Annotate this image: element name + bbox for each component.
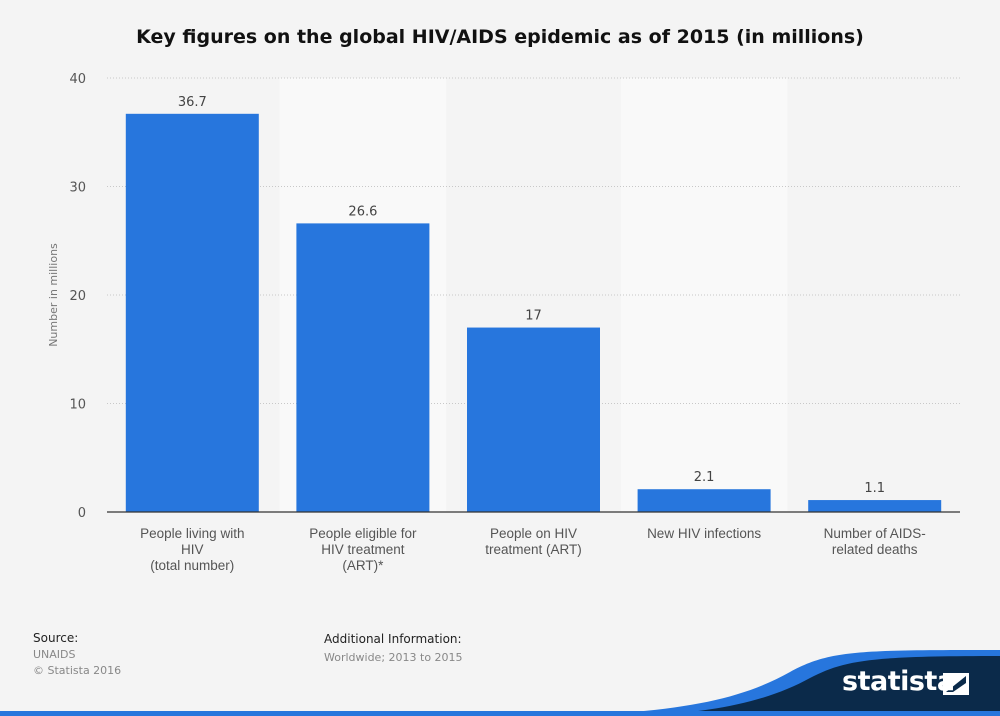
bar-value-label: 26.6: [348, 204, 377, 219]
x-category-label: (total number): [150, 558, 234, 573]
bar: [467, 327, 600, 512]
bar: [125, 113, 259, 513]
x-category-label: New HIV infections: [647, 526, 761, 541]
additional-info-text: Worldwide; 2013 to 2015: [324, 651, 463, 664]
x-category-label: treatment (ART): [485, 542, 582, 557]
y-tick-label: 20: [69, 289, 86, 304]
additional-info-label: Additional Information:: [324, 632, 462, 646]
bar: [808, 500, 942, 512]
bar: [637, 489, 771, 512]
y-tick-label: 10: [69, 398, 86, 413]
x-category-label: related deaths: [832, 542, 918, 557]
bar-value-label: 1.1: [864, 481, 885, 496]
x-category-label: (ART)*: [342, 558, 384, 573]
source-line-1: UNAIDS: [33, 648, 76, 661]
logo-wave-dark: [640, 656, 1000, 716]
x-category-label: HIV treatment: [321, 542, 405, 557]
statista-logo-text: statista: [842, 666, 955, 697]
statista-logo-icon-diagonal: [946, 676, 966, 692]
x-category-label: HIV: [181, 542, 204, 557]
y-tick-label: 0: [78, 506, 86, 521]
y-tick-label: 30: [69, 181, 86, 196]
x-category-label: People living with: [140, 526, 244, 541]
y-axis-label: Number in millions: [47, 243, 60, 347]
footer-strip: [0, 711, 1000, 716]
x-category-label: People on HIV: [490, 526, 577, 541]
bar-value-label: 2.1: [694, 470, 715, 485]
chart-title: Key figures on the global HIV/AIDS epide…: [136, 26, 864, 48]
bar-value-label: 36.7: [178, 95, 207, 110]
source-label: Source:: [33, 631, 79, 645]
x-category-label: Number of AIDS-: [824, 526, 926, 541]
y-tick-label: 40: [69, 72, 86, 87]
x-category-label: People eligible for: [309, 526, 417, 541]
source-line-2: © Statista 2016: [33, 664, 122, 677]
bar: [296, 223, 430, 512]
bar-value-label: 17: [525, 309, 542, 324]
